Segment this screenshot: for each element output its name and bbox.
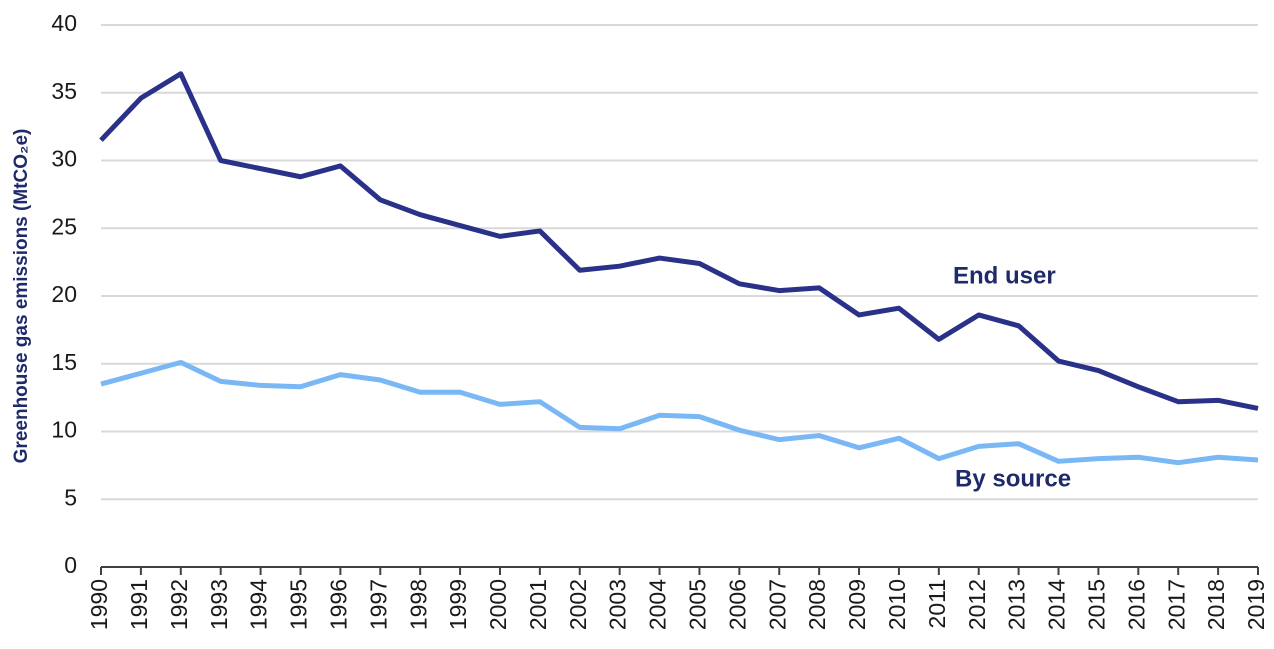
x-tick-label: 2011 (924, 579, 950, 628)
y-tick-label: 5 (64, 484, 77, 510)
line-series (100, 359, 1259, 466)
x-tick-label: 2000 (485, 579, 511, 630)
x-tick-label: 2005 (685, 579, 711, 630)
line-series (99, 71, 1259, 411)
x-tick-label: 2015 (1083, 579, 1109, 630)
x-tick-label: 2010 (884, 579, 910, 630)
x-tick-label: 1993 (206, 579, 232, 630)
x-tick-label: 2004 (645, 579, 671, 630)
x-tick-label: 2019 (1243, 579, 1269, 630)
x-tick-label: 1990 (86, 579, 112, 630)
x-tick-label: 2006 (724, 579, 750, 630)
x-tick-label: 1997 (365, 579, 391, 630)
x-tick-label: 1994 (246, 579, 272, 630)
x-tick-label: 2018 (1203, 579, 1229, 630)
x-tick-label: 1996 (325, 579, 351, 630)
y-tick-label: 40 (51, 10, 77, 36)
x-tick-label: 1998 (405, 579, 431, 630)
x-tick-label: 1992 (166, 579, 192, 630)
y-tick-label: 10 (51, 417, 77, 443)
y-tick-label: 25 (51, 213, 77, 239)
y-tick-label: 0 (64, 552, 77, 578)
x-tick-label: 2013 (1004, 579, 1030, 630)
y-tick-label: 30 (51, 146, 77, 172)
x-tick-label: 2008 (804, 579, 830, 630)
y-axis-label: Greenhouse gas emissions (MtCO₂e) (11, 129, 32, 464)
x-tick-label: 1999 (445, 579, 471, 630)
y-tick-label: 35 (51, 78, 77, 104)
x-tick-label: 1995 (286, 579, 312, 630)
x-tick-label: 2017 (1163, 579, 1189, 630)
x-tick-label: 2016 (1123, 579, 1149, 630)
x-tick-label: 1991 (126, 579, 152, 630)
series-label: By source (955, 465, 1071, 492)
x-tick-label: 2003 (605, 579, 631, 630)
y-tick-label: 20 (51, 281, 77, 307)
x-tick-label: 2012 (964, 579, 990, 630)
series-label: End user (953, 262, 1056, 289)
x-tick-label: 2007 (764, 579, 790, 630)
x-tick-label: 2002 (565, 579, 591, 630)
x-tick-label: 2001 (525, 579, 551, 630)
x-tick-label: 2009 (844, 579, 870, 630)
y-tick-label: 15 (51, 349, 77, 375)
x-tick-label: 2014 (1044, 579, 1070, 630)
